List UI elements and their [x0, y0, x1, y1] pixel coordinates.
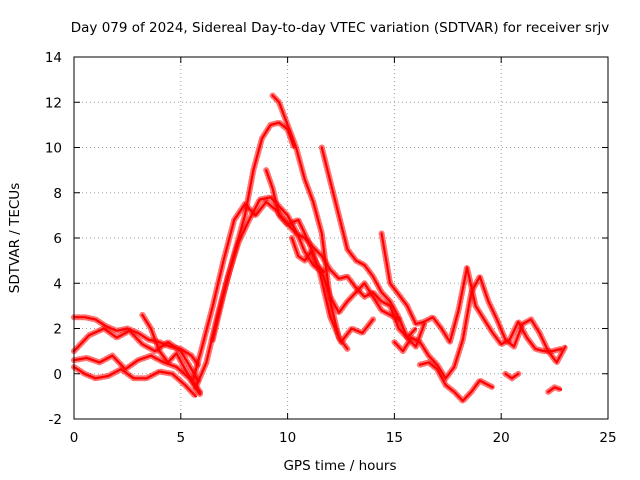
y-tick-label: 2 [53, 322, 62, 338]
axis-ticks: 0 5 10 15 20 25 -2 0 2 4 6 8 10 12 14 [45, 50, 617, 446]
y-tick-label: 10 [45, 141, 62, 157]
x-tick-label: 20 [493, 430, 510, 446]
series-track-4 [72, 365, 197, 398]
x-tick-label: 25 [599, 430, 616, 446]
data-series [71, 92, 569, 404]
series-track-15 [418, 361, 494, 402]
series-track-9 [271, 94, 349, 350]
x-tick-label: 5 [177, 430, 186, 446]
series-track-16 [504, 372, 520, 380]
series-track-2 [72, 327, 199, 382]
grid-lines [74, 57, 608, 419]
series-track-6-markers [190, 198, 376, 382]
y-tick-label: 4 [53, 276, 62, 292]
series-track-6 [192, 200, 375, 380]
y-tick-label: 8 [53, 186, 62, 202]
series-track-8 [211, 121, 296, 341]
y-tick-label: 6 [53, 231, 62, 247]
series-track-3 [72, 354, 202, 396]
x-tick-label: 15 [386, 430, 403, 446]
series-track-14 [393, 275, 567, 380]
y-tick-label: 0 [53, 367, 62, 383]
series-track-12 [320, 146, 426, 348]
y-tick-label: 14 [45, 50, 62, 66]
y-tick-label: 12 [45, 95, 62, 111]
y-tick-label: -2 [49, 412, 62, 428]
series-track-8-markers [209, 119, 297, 343]
series-track-17 [547, 386, 563, 393]
chart-title: Day 079 of 2024, Sidereal Day-to-day VTE… [71, 20, 610, 36]
x-tick-label: 0 [70, 430, 79, 446]
y-axis-label: SDTVAR / TECUs [7, 183, 23, 293]
x-axis-label: GPS time / hours [283, 458, 396, 474]
series-track-11 [290, 236, 325, 273]
x-tick-label: 10 [279, 430, 296, 446]
